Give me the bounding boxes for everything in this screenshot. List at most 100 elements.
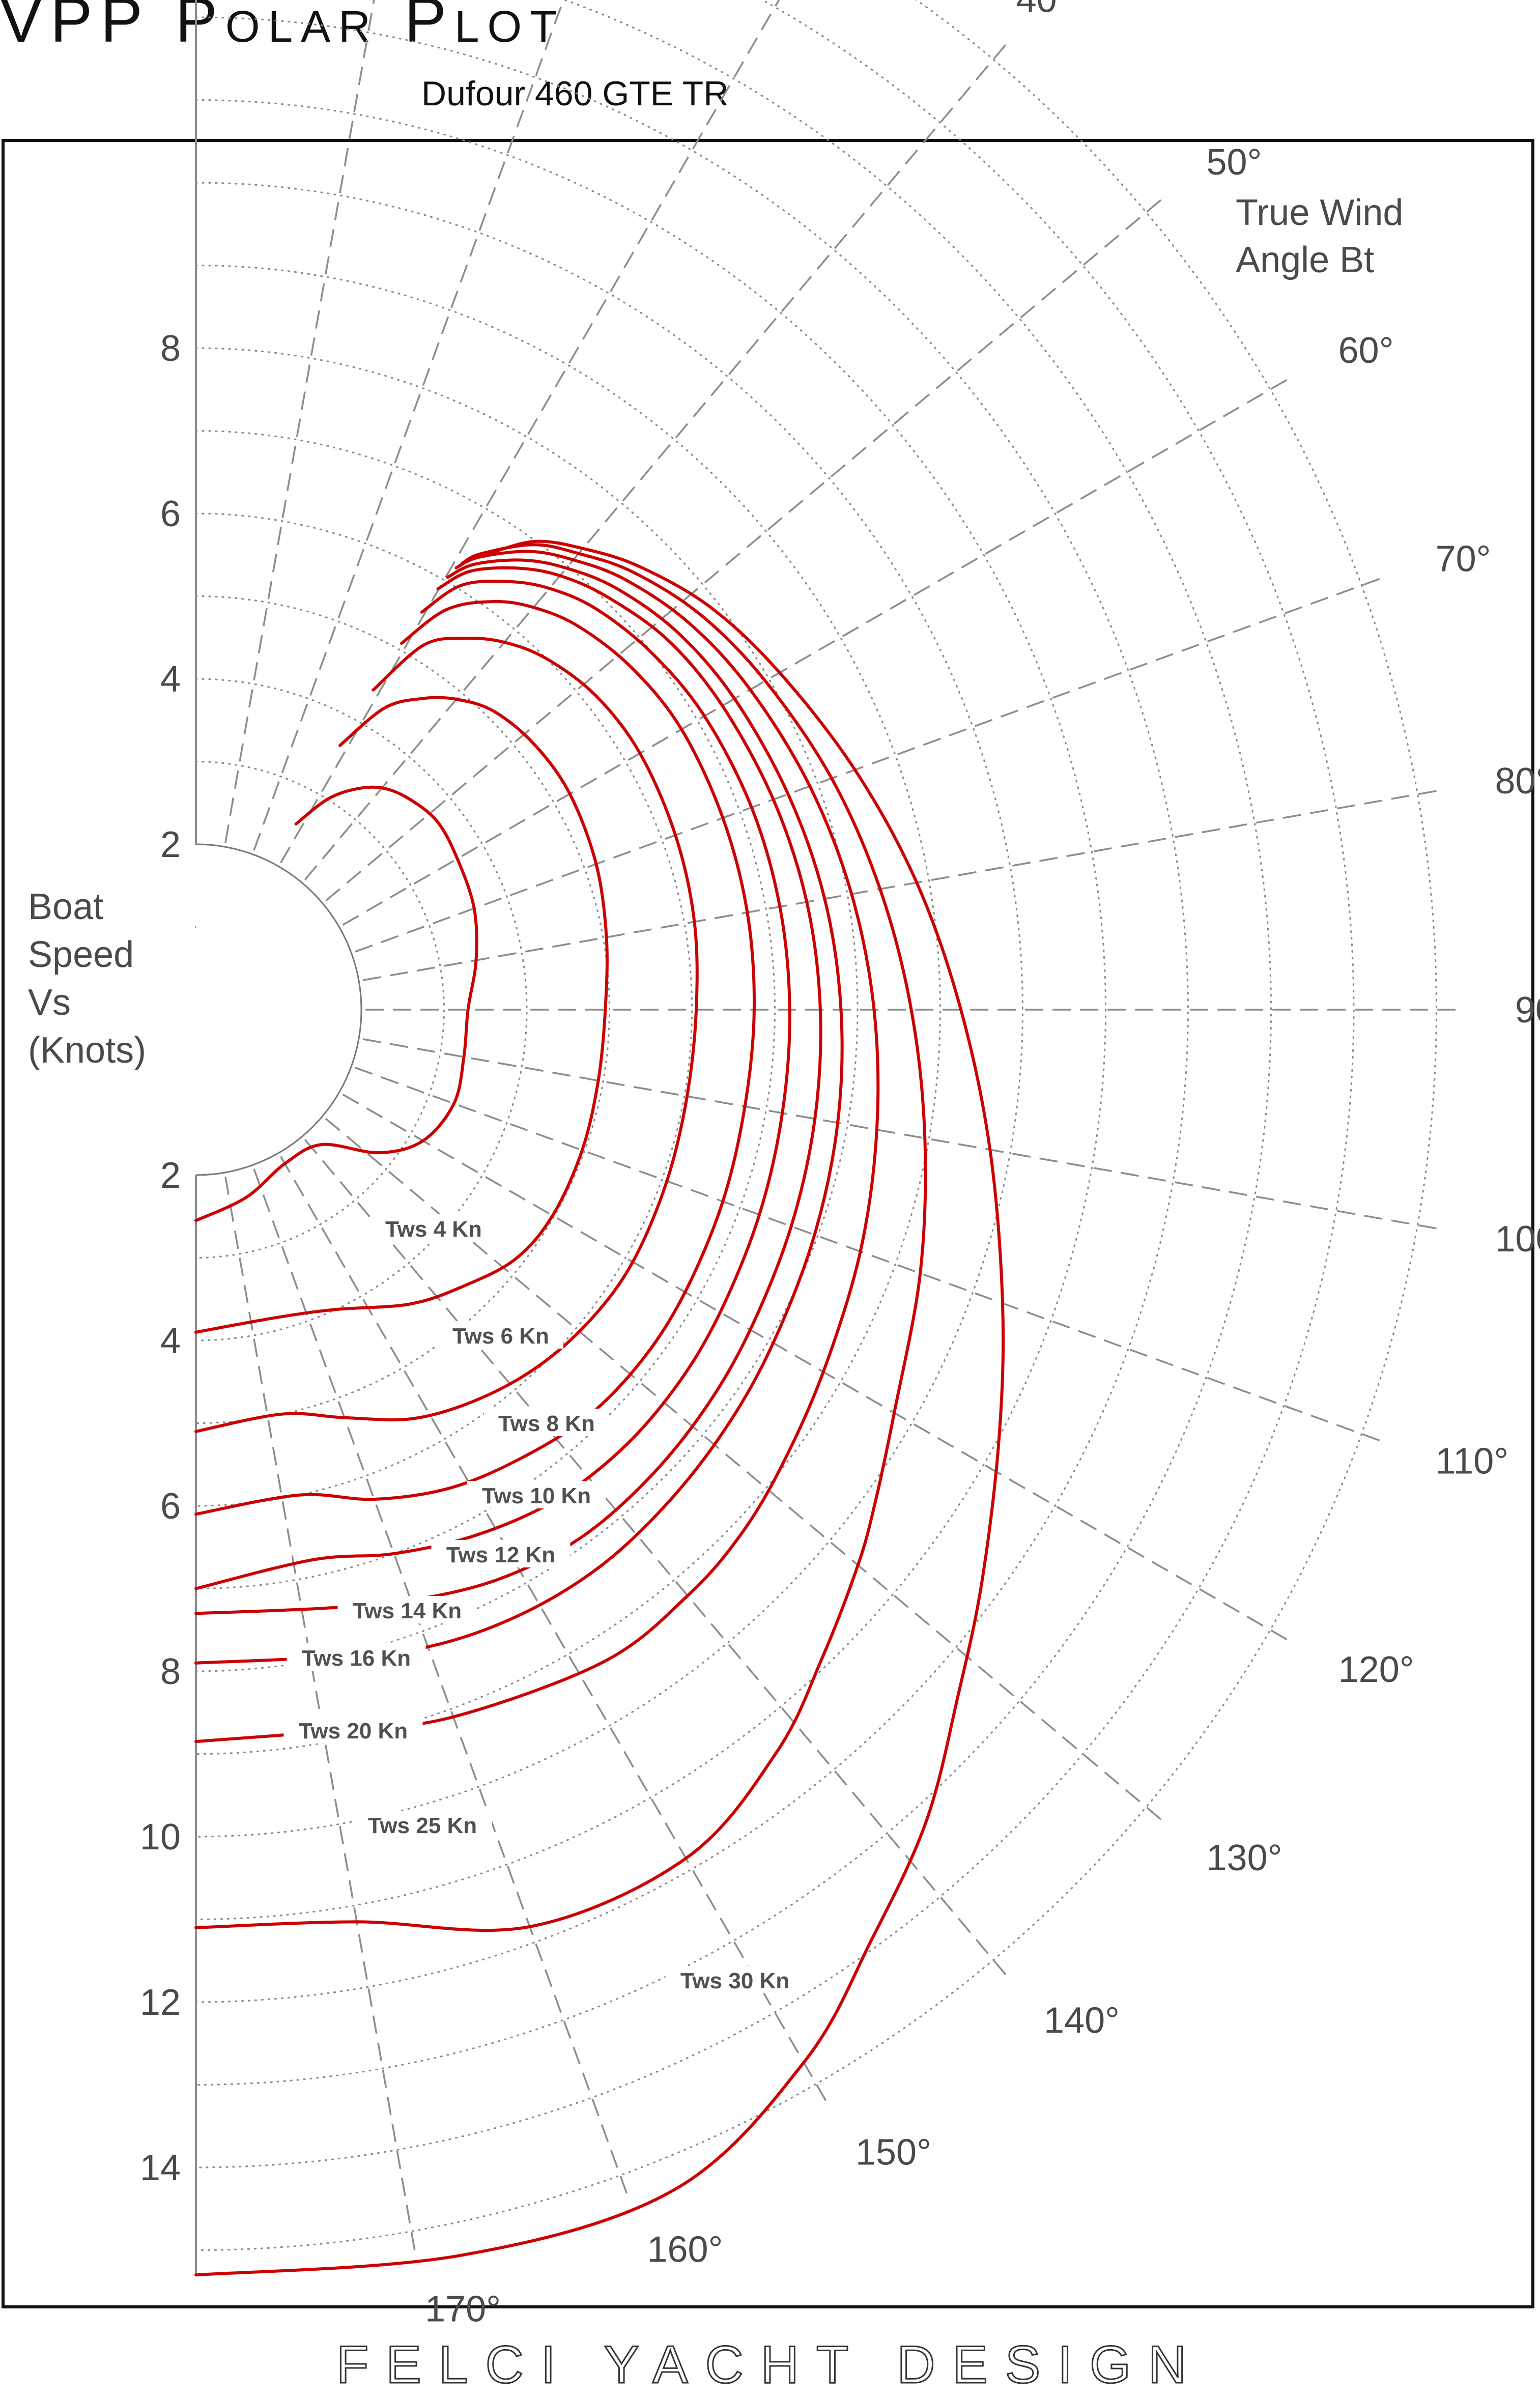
speed-axis-title-line-3: Vs (28, 982, 71, 1023)
angle-tick-label: 80° (1495, 761, 1540, 802)
angle-tick-label: 100° (1495, 1219, 1540, 1260)
series-label: Tws 16 Kn (302, 1646, 411, 1671)
series-label-bg (484, 1409, 609, 1436)
polar-curve (194, 696, 609, 1334)
series-label-bg (467, 1481, 606, 1508)
angle-tick-label: 160° (647, 2230, 723, 2270)
polar-curve (194, 543, 927, 1932)
speed-tick-upper: 6 (160, 494, 181, 534)
speed-ring (195, 0, 1272, 2086)
footer-brand-outline-text: FELCI YACHT DESIGN (335, 2335, 1204, 2395)
speed-ring (195, 0, 1355, 2168)
angle-tick-label: 140° (1044, 2000, 1120, 2041)
speed-tick-lower: 14 (140, 2148, 181, 2188)
series-label: Tws 10 Kn (482, 1483, 591, 1508)
angle-spoke (304, 1139, 1010, 1980)
series-label: Tws 6 Kn (452, 1324, 549, 1349)
footer-brand: FELCI YACHT DESIGN (0, 2335, 1540, 2395)
speed-rings (195, 0, 1438, 2251)
angle-tick-label: 90° (1515, 990, 1540, 1031)
speed-ring (195, 760, 445, 1259)
series-labels: Tws 4 Kn Tws 6 Kn Tws 8 Kn Tws 10 Kn Tws 12 … (283, 1214, 805, 1993)
angle-spoke (224, 0, 375, 843)
angle-spoke (362, 1038, 1442, 1231)
series-label: Tws 20 Kn (299, 1719, 408, 1744)
angle-tick-label: 50° (1206, 142, 1262, 183)
polar-curve (194, 566, 822, 1615)
hub-circle (195, 843, 362, 1176)
polar-curve (194, 550, 880, 1744)
series-label-bg (287, 1643, 426, 1671)
angle-tick-labels: 10°20°30°40°50°60°70°80°90°100°110°120°1… (425, 0, 1540, 2329)
speed-axis-title-line-4: (Knots) (28, 1030, 146, 1071)
page-subtitle: Dufour 460 GTE TR (421, 74, 729, 113)
angle-spoke (362, 789, 1442, 981)
speed-ring (195, 512, 693, 1507)
speed-tick-lower: 2 (160, 1155, 181, 1196)
angle-spoke (325, 195, 1166, 902)
speed-tick-upper: 4 (160, 659, 181, 700)
series-label: Tws 8 Kn (498, 1411, 595, 1436)
angle-tick-label: 130° (1206, 1838, 1282, 1878)
angle-spoke (342, 1094, 1293, 1643)
angle-spoke (355, 1067, 1385, 1443)
speed-ring (195, 99, 1107, 1921)
angle-spoke (355, 576, 1385, 953)
speed-tick-upper: 8 (160, 328, 181, 369)
series-label-bg (337, 1596, 477, 1623)
angle-tick-label: 170° (425, 2289, 501, 2329)
series-label: Tws 14 Kn (353, 1598, 462, 1623)
series-label: Tws 4 Kn (385, 1217, 482, 1242)
angle-axis-title-line-1: True Wind (1236, 192, 1403, 233)
speed-ring (195, 595, 611, 1424)
speed-tick-lower: 4 (160, 1321, 181, 1361)
series-label-bg (438, 1321, 563, 1349)
polar-curve (194, 558, 844, 1665)
polar-curve (194, 599, 756, 1516)
polar-curve (194, 637, 699, 1433)
series-label: Tws 30 Kn (680, 1968, 789, 1993)
series-label: Tws 25 Kn (368, 1813, 477, 1838)
speed-ring (195, 678, 528, 1341)
series-label-bg (371, 1214, 496, 1242)
speed-tick-lower: 10 (140, 1817, 181, 1858)
series-label-bg (283, 1716, 423, 1744)
speed-axis-title-line-1: Boat (28, 887, 103, 927)
angle-tick-label: 70° (1436, 539, 1491, 580)
polar-curves (194, 539, 1005, 2277)
speed-tick-lower: 6 (160, 1486, 181, 1527)
polar-curve (194, 579, 791, 1590)
angle-spoke (342, 376, 1293, 926)
angle-axis-title-line-2: Angle Bt (1236, 240, 1374, 280)
angle-tick-label: 120° (1338, 1649, 1414, 1690)
angle-tick-label: 110° (1436, 1441, 1509, 1481)
angle-tick-label: 150° (855, 2132, 931, 2173)
angle-tick-label: 40° (1016, 0, 1072, 20)
series-label-bg (665, 1966, 805, 1993)
speed-ring (195, 0, 1438, 2251)
footer-brand-text: FELCI YACHT DESIGN (336, 2336, 1204, 2392)
speed-ring (195, 347, 859, 1672)
speed-ring (195, 264, 942, 1755)
angle-spoke (253, 1168, 630, 2199)
series-label: Tws 12 Kn (446, 1543, 555, 1567)
axis-titles: True Wind Angle Bt Boat Speed Vs (Knots) (28, 192, 1403, 1071)
angle-spoke (280, 0, 780, 864)
speed-tick-lower: 12 (140, 1982, 181, 2023)
angle-spokes (224, 0, 1462, 2256)
angle-spoke (253, 0, 564, 851)
plot-frame (2, 139, 1534, 2308)
polar-curve (194, 785, 478, 1222)
polar-curve (194, 539, 1005, 2277)
speed-tick-lower: 8 (160, 1651, 181, 1692)
page-title: VPP Polar Plot (0, 0, 565, 55)
angle-spoke (224, 1176, 417, 2256)
series-label-bg (353, 1811, 492, 1838)
angle-spoke (304, 40, 1010, 880)
speed-axis-title-line-2: Speed (28, 934, 134, 975)
angle-tick-label: 60° (1338, 330, 1394, 371)
series-label-bg (431, 1540, 571, 1567)
speed-tick-labels: 2 4 6 8 2 4 6 8 10 12 14 (140, 328, 181, 2188)
speed-tick-upper: 2 (160, 824, 181, 865)
